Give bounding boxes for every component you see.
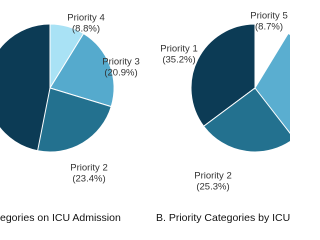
slice-label: Priority 2 [194, 171, 231, 182]
pie-slice [190, 23, 256, 127]
slice-value-label: (20.9%) [104, 68, 137, 79]
chart-title: egories on ICU Admission [0, 212, 121, 224]
slice-value-label: (23.4%) [72, 174, 105, 185]
chart-title: B. Priority Categories by ICU [156, 212, 290, 224]
slice-label: Priority 5 [250, 11, 287, 22]
pie-slice [49, 32, 115, 108]
slice-value-label: (8.7%) [255, 22, 283, 33]
slice-value-label: (25.3%) [196, 182, 229, 193]
slice-label: Priority 1 [160, 44, 197, 55]
slice-label: Priority 3 [102, 57, 139, 68]
slice-label: Priority 2 [70, 163, 107, 174]
slice-value-label: (35.2%) [162, 55, 195, 66]
chart: Priority 4(8.8%) Priority 3(20.9%) Priorit… [0, 11, 290, 224]
slice-value-label: (8.8%) [72, 24, 100, 35]
slice-label: Priority 4 [67, 13, 104, 24]
pie-slice [37, 87, 112, 153]
pie-slice [254, 23, 289, 90]
pie-slice [202, 87, 290, 153]
